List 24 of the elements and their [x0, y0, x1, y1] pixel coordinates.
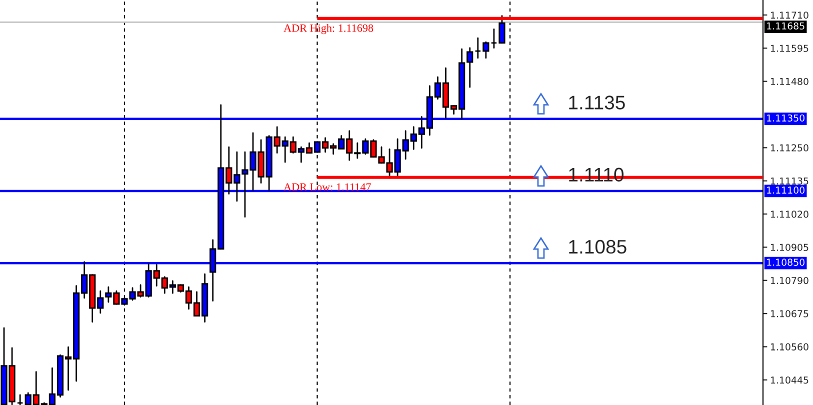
candlestick: [16, 394, 24, 405]
candlestick: [490, 28, 498, 49]
y-tick-label: 1.11135: [770, 177, 808, 185]
y-tick-label: 1.10675: [770, 310, 808, 318]
y-tick-label: 1.10790: [770, 276, 808, 284]
candlestick: [482, 41, 490, 59]
y-tick-label: 1.11020: [770, 210, 808, 218]
y-tick-label: 1.11250: [770, 144, 808, 152]
annotation: 1.1135: [569, 96, 625, 110]
y-tick-label: 1.10905: [770, 244, 808, 251]
candlestick: [498, 15, 506, 44]
ref-line-label: ADR High: 1.11698: [284, 24, 374, 34]
y-tick-label: 1.11710: [770, 12, 808, 19]
annotation: 1.1085: [569, 240, 626, 254]
y-tick-label: 1.10445: [770, 376, 808, 384]
ref-line-label: 1.11685: [767, 22, 804, 30]
candlestick: [474, 37, 482, 59]
ref-line-label: 1.10850: [767, 258, 804, 266]
ref-line-label: 1.11100: [767, 186, 804, 194]
ref-line-label: 1.11350: [767, 114, 804, 122]
y-tick-label: 1.10560: [770, 343, 808, 350]
y-tick-label: 1.11595: [770, 44, 808, 52]
y-tick-label: 1.11480: [770, 78, 808, 86]
ref-line-label: ADR Low: 1.11147: [284, 183, 371, 191]
